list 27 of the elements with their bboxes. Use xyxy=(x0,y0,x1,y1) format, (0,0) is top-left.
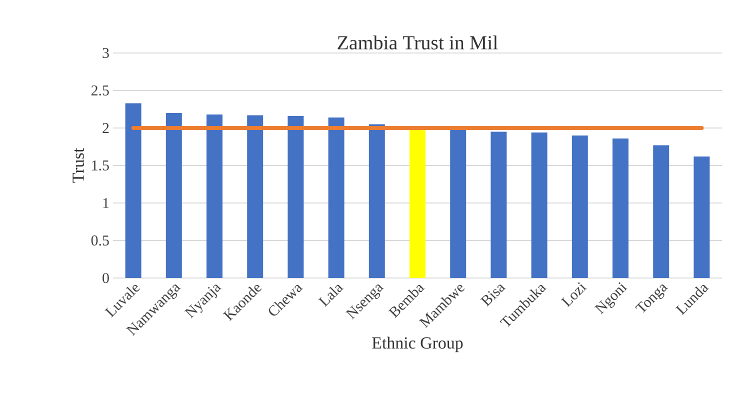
bar xyxy=(125,103,142,278)
y-tick-label: 1 xyxy=(103,198,109,208)
x-tick-label: Lala xyxy=(318,284,344,307)
y-axis-title: Trust xyxy=(72,148,84,183)
y-tick-label: 0.5 xyxy=(91,235,109,246)
bar xyxy=(531,132,548,278)
bar xyxy=(368,124,385,278)
bar xyxy=(410,128,426,278)
y-tick-label: 2.5 xyxy=(91,85,109,96)
x-tick-label: Lozi xyxy=(560,282,587,308)
bar xyxy=(206,114,223,278)
bar xyxy=(612,138,629,278)
bar xyxy=(247,115,264,278)
bar xyxy=(572,136,588,278)
bar xyxy=(694,156,710,278)
bar xyxy=(490,132,507,278)
y-tick-label: 3 xyxy=(102,48,109,58)
y-tick-label: 0 xyxy=(102,272,109,284)
bar xyxy=(653,145,670,278)
x-axis-title: Ethnic Group xyxy=(372,336,463,352)
bar xyxy=(166,113,182,278)
chart-title: Zambia Trust in Mil xyxy=(338,35,498,50)
y-tick-label: 2 xyxy=(102,123,109,133)
bar xyxy=(328,118,344,278)
y-tick-label: 1.5 xyxy=(92,160,109,171)
bar xyxy=(450,130,466,278)
bar xyxy=(288,116,304,278)
